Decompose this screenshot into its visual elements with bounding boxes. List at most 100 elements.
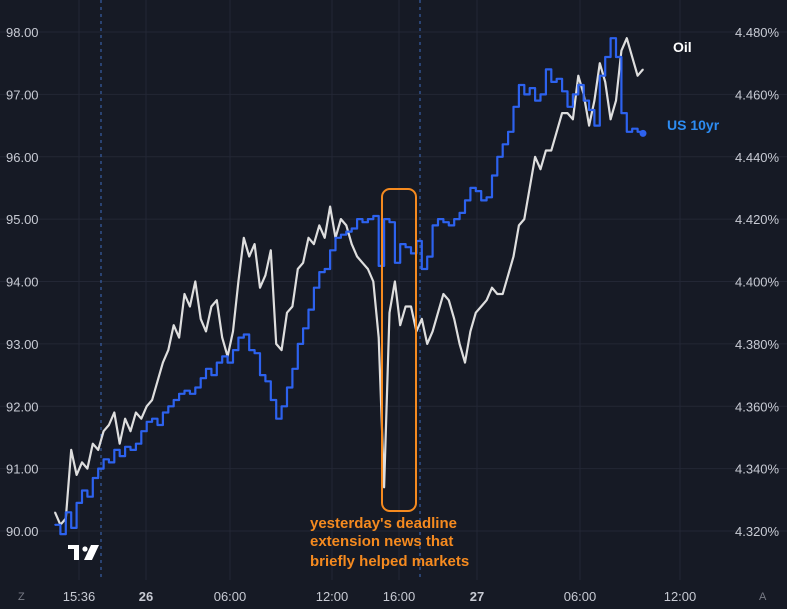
us10yr-data-point (124, 446, 126, 448)
us10yr-data-point (172, 399, 175, 401)
oil-data-point (399, 324, 402, 327)
us10yr-data-point (345, 230, 348, 233)
right-tick-label: 4.420% (735, 212, 780, 227)
us10yr-data-point (167, 405, 170, 408)
oil-data-point (248, 255, 250, 258)
oil-data-point (329, 205, 331, 208)
oil-data-point (97, 449, 99, 451)
us10yr-data-point (178, 393, 180, 395)
oil-data-point (350, 243, 353, 245)
left-tick-label: 93.00 (6, 337, 39, 352)
oil-data-point (566, 112, 569, 114)
us10yr-data-point (156, 424, 159, 426)
oil-data-point (275, 343, 278, 345)
us10yr-data-point (582, 99, 585, 102)
us10yr-data-point (410, 252, 412, 255)
us10yr-data-point (135, 442, 137, 445)
oil-data-point (404, 305, 407, 308)
oil-data-point (372, 280, 375, 283)
oil-data-point (453, 318, 456, 320)
right-tick-label: 4.380% (735, 337, 780, 352)
us10yr-data-point (485, 196, 488, 199)
us10yr-data-point (323, 268, 326, 270)
oil-data-point (437, 311, 439, 314)
oil-data-point (528, 187, 531, 189)
left-price-axis[interactable]: 98.00 97.00 96.00 95.00 94.00 93.00 92.00 91.00… (6, 25, 39, 539)
us10yr-data-point (593, 124, 596, 127)
oil-data-point (162, 361, 164, 364)
us10yr-data-point (383, 218, 385, 220)
us10yr-data-point (491, 174, 493, 177)
us10yr-data-point (280, 405, 283, 408)
oil-data-point (480, 305, 483, 308)
right-tick-label: 4.400% (735, 275, 780, 290)
oil-data-point (555, 131, 558, 133)
oil-data-point (323, 237, 326, 239)
right-price-axis[interactable]: 4.480% 4.460% 4.440% 4.420% 4.400% 4.380% 4.36… (735, 25, 780, 539)
us10yr-data-point (145, 421, 148, 423)
right-tick-label: 4.340% (735, 462, 780, 477)
time-tick-label: 15:36 (63, 589, 96, 604)
us10yr-data-point (388, 221, 391, 223)
oil-data-point (75, 474, 78, 476)
oil-data-point (377, 336, 380, 339)
oil-data-point (259, 286, 261, 289)
oil-data-point (604, 81, 606, 83)
oil-data-point (243, 237, 245, 239)
us10yr-data-point (253, 352, 256, 355)
left-tick-label: 95.00 (6, 212, 39, 227)
left-tick-label: 90.00 (6, 524, 39, 539)
oil-data-point (124, 417, 126, 420)
us10yr-data-point (102, 458, 105, 461)
us10yr-data-point (448, 224, 450, 227)
us10yr-last-point (639, 129, 647, 137)
us10yr-data-point (232, 349, 234, 351)
us10yr-data-point (377, 265, 380, 267)
time-axis[interactable]: 15:36 26 06:00 12:00 16:00 27 06:00 12:00 (63, 589, 697, 604)
oil-data-point (448, 299, 450, 302)
us10yr-data-point (604, 56, 606, 58)
us10yr-data-point (523, 93, 526, 96)
oil-data-point (135, 411, 137, 414)
oil-data-point (253, 243, 256, 245)
us10yr-data-point (539, 93, 542, 96)
oil-data-point (189, 305, 191, 308)
us10yr-data-point (550, 81, 553, 83)
oil-data-point (145, 405, 148, 408)
oil-data-point (636, 74, 639, 77)
us10yr-data-point (394, 262, 396, 264)
time-tick-label: 27 (470, 589, 484, 604)
us10yr-data-point (577, 84, 580, 86)
us10yr-data-point (631, 127, 633, 130)
corner-label-left[interactable]: Z (18, 591, 25, 603)
oil-data-point (388, 311, 391, 314)
us10yr-data-point (437, 218, 439, 220)
us10yr-data-point (464, 199, 466, 202)
us10yr-data-point (205, 368, 207, 370)
left-tick-label: 92.00 (6, 399, 39, 414)
us10yr-data-point (356, 218, 358, 220)
us10yr-data-point (399, 243, 402, 245)
us10yr-data-point (226, 361, 229, 364)
us10yr-data-point (367, 218, 369, 220)
time-tick-label: 06:00 (214, 589, 247, 604)
oil-data-point (102, 430, 105, 433)
us10yr-data-point (469, 187, 472, 189)
oil-data-point (286, 311, 288, 314)
tradingview-logo-icon[interactable] (68, 545, 99, 560)
oil-data-point (54, 511, 56, 514)
oil-data-point (291, 305, 294, 308)
oil-data-point (518, 224, 520, 227)
oil-data-point (199, 318, 202, 320)
oil-data-point (464, 361, 466, 364)
oil-data-point (539, 168, 542, 170)
oil-data-point (572, 118, 574, 121)
left-tick-label: 96.00 (6, 150, 39, 165)
oil-data-point (545, 149, 547, 152)
us10yr-data-point (318, 271, 321, 273)
us10yr-data-point (59, 533, 62, 535)
oil-data-point (469, 330, 472, 333)
us10yr-data-point (566, 106, 569, 108)
corner-label-right[interactable]: A (759, 591, 767, 603)
